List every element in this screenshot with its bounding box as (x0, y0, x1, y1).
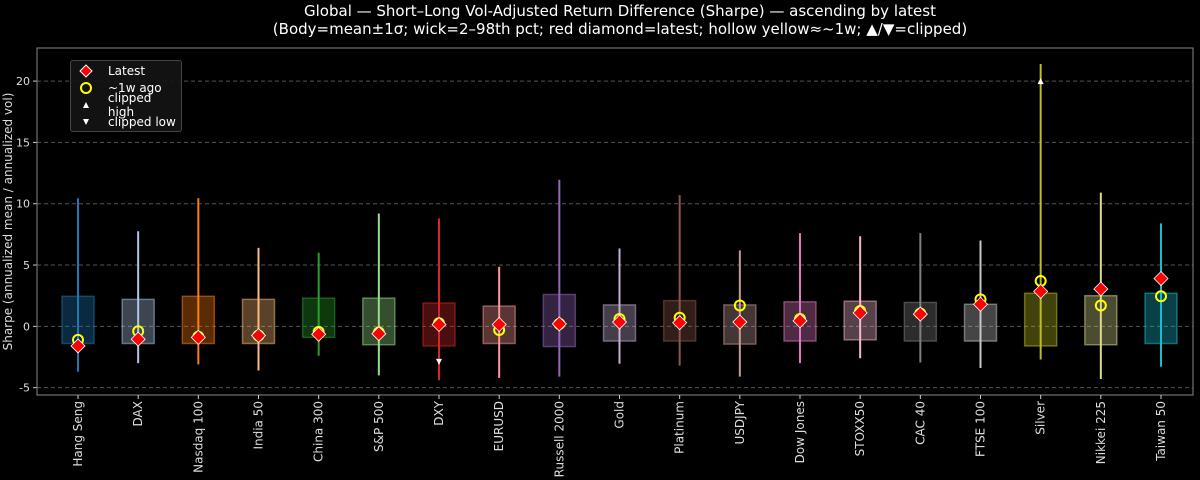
y-tick-label: 0 (23, 320, 30, 333)
x-tick-label: Silver (1034, 401, 1048, 435)
latest-marker (672, 315, 688, 331)
y-tick-label: 15 (16, 136, 30, 149)
y-tick-label: 10 (16, 198, 30, 211)
latest-marker (1033, 283, 1049, 299)
latest-marker (130, 331, 146, 347)
latest-marker (912, 306, 928, 322)
x-tick-label: China 300 (312, 401, 326, 462)
x-tick-label: Russell 2000 (552, 401, 566, 477)
latest-marker (190, 329, 206, 345)
x-tick-label: Platinum (673, 401, 687, 454)
x-tick-label: USDJPY (733, 400, 747, 444)
x-tick-label: India 50 (252, 401, 266, 450)
x-tick-label: EURUSD (492, 401, 506, 451)
x-tick-label: CAC 40 (913, 401, 927, 445)
clipped-high-marker (1037, 78, 1044, 85)
latest-marker (611, 314, 628, 330)
diamond-icon (79, 63, 93, 78)
triangle-up-icon (83, 101, 89, 108)
week-ago-marker (1094, 299, 1107, 312)
y-tick-label: 5 (23, 259, 30, 272)
latest-marker (491, 316, 507, 333)
chart-title: Global — Short–Long Vol-Adjusted Return … (304, 2, 936, 20)
legend-item-clipped-high: clipped high (71, 91, 181, 119)
legend-label: ~1w ago (108, 80, 162, 95)
latest-marker (70, 338, 86, 354)
latest-marker (551, 316, 567, 332)
triangle-down-icon (83, 118, 89, 125)
x-tick-label: Nasdaq 100 (191, 401, 205, 473)
clipped-low-marker (436, 358, 442, 365)
y-tick-label: -5 (19, 382, 30, 395)
x-tick-label: Gold (613, 401, 627, 429)
legend-item-latest: Latest (71, 62, 145, 79)
x-tick-label: Nikkei 225 (1094, 401, 1108, 464)
chart-subtitle: (Body=mean±1σ; wick=2–98th pct; red diam… (272, 20, 968, 38)
circle-icon (80, 81, 92, 94)
week-ago-marker (1155, 290, 1167, 303)
legend-label: clipped high (107, 90, 152, 119)
legend: Latest ~1w ago clipped high clipped low (70, 60, 182, 132)
x-tick-label: FTSE 100 (974, 401, 988, 457)
y-axis-label: Sharpe (annualized mean / annualized vol… (1, 93, 15, 351)
latest-marker (732, 314, 748, 330)
latest-marker (250, 327, 267, 344)
latest-marker (1093, 281, 1109, 297)
y-tick-label: 20 (16, 75, 30, 88)
latest-marker (1153, 270, 1169, 287)
legend-item-week-ago: ~1w ago (71, 79, 162, 96)
legend-label: clipped low (108, 114, 176, 129)
legend-item-clipped-low: clipped low (71, 113, 176, 130)
x-tick-label: DAX (131, 401, 145, 426)
latest-marker (311, 326, 327, 342)
latest-marker (431, 316, 447, 333)
x-tick-label: Dow Jones (793, 401, 807, 463)
x-tick-label: DXY (432, 400, 446, 425)
week-ago-marker (733, 299, 746, 312)
x-tick-label: STOXX50 (853, 401, 867, 456)
x-tick-label: Hang Seng (71, 401, 85, 467)
plot-frame (36, 47, 1194, 396)
latest-marker (972, 296, 989, 312)
x-tick-label: Taiwan 50 (1154, 401, 1168, 462)
x-tick-label: S&P 500 (372, 401, 386, 452)
latest-marker (371, 326, 387, 342)
legend-label: Latest (108, 63, 146, 78)
latest-marker (792, 313, 808, 329)
latest-marker (852, 305, 868, 321)
